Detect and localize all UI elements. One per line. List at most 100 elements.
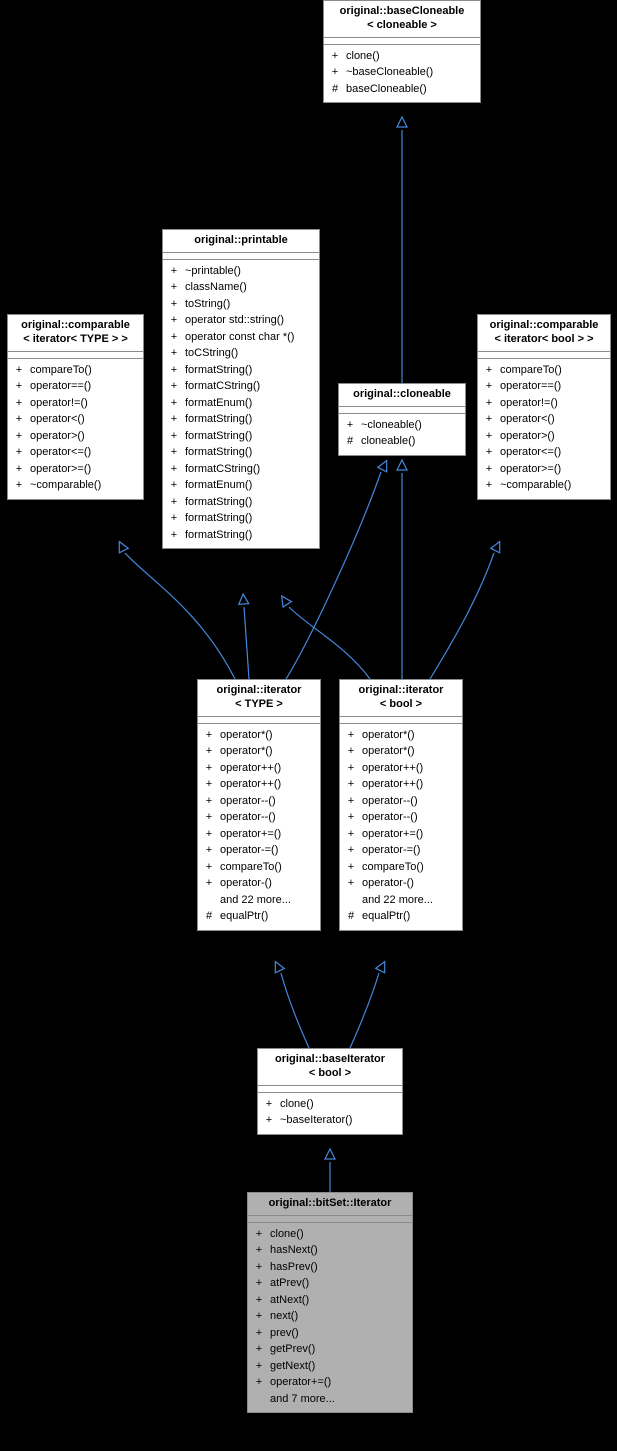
member-row[interactable]: +operator-=()	[202, 842, 316, 859]
member-row[interactable]: +operator+=()	[252, 1374, 408, 1391]
class-node-bitSetIterator[interactable]: original::bitSet::Iterator+clone()+hasNe…	[247, 1192, 413, 1413]
class-node-printable[interactable]: original::printable+~printable()+classNa…	[162, 229, 320, 549]
member-row[interactable]: +operator+=()	[202, 826, 316, 843]
class-title[interactable]: original::iterator< bool >	[340, 680, 462, 717]
member-row[interactable]: +operator-()	[344, 875, 458, 892]
member-row[interactable]: +operator const char *()	[167, 329, 315, 346]
member-row[interactable]: +operator>()	[482, 428, 606, 445]
class-title[interactable]: original::baseIterator< bool >	[258, 1049, 402, 1086]
signature: operator*()	[358, 743, 458, 760]
member-row[interactable]: +formatString()	[167, 494, 315, 511]
member-row[interactable]: +operator+=()	[344, 826, 458, 843]
member-row[interactable]: +operator>()	[12, 428, 139, 445]
class-title[interactable]: original::comparable< iterator< bool > >	[478, 315, 610, 352]
member-row[interactable]: +prev()	[252, 1325, 408, 1342]
signature: ~printable()	[181, 263, 315, 280]
member-row[interactable]: +operator<()	[12, 411, 139, 428]
member-row[interactable]: +formatCString()	[167, 461, 315, 478]
member-row[interactable]: +operator++()	[202, 776, 316, 793]
member-row[interactable]: +operator++()	[344, 776, 458, 793]
member-row[interactable]: +next()	[252, 1308, 408, 1325]
member-row[interactable]: +compareTo()	[12, 362, 139, 379]
member-row[interactable]: +~cloneable()	[343, 417, 461, 434]
class-title[interactable]: original::printable	[163, 230, 319, 253]
member-row[interactable]: +operator<()	[482, 411, 606, 428]
member-row[interactable]: +operator--()	[344, 809, 458, 826]
member-row[interactable]: +~comparable()	[482, 477, 606, 494]
member-row[interactable]: +~baseCloneable()	[328, 64, 476, 81]
member-row[interactable]: +formatString()	[167, 428, 315, 445]
member-row[interactable]: +operator*()	[344, 727, 458, 744]
member-row[interactable]: +operator++()	[202, 760, 316, 777]
node-spacer	[340, 717, 462, 724]
member-row[interactable]: +hasPrev()	[252, 1259, 408, 1276]
member-row[interactable]: +operator++()	[344, 760, 458, 777]
member-row[interactable]: +operator*()	[202, 727, 316, 744]
member-row[interactable]: +atPrev()	[252, 1275, 408, 1292]
member-row[interactable]: +operator<=()	[12, 444, 139, 461]
member-row[interactable]: #equalPtr()	[202, 908, 316, 925]
member-row[interactable]: +operator--()	[202, 809, 316, 826]
class-node-iteratorType[interactable]: original::iterator< TYPE >+operator*()+o…	[197, 679, 321, 931]
member-row[interactable]: +formatString()	[167, 527, 315, 544]
member-row[interactable]: +formatString()	[167, 362, 315, 379]
visibility: +	[167, 329, 181, 346]
member-row[interactable]: +operator>=()	[12, 461, 139, 478]
arrowhead-icon	[325, 1149, 335, 1159]
member-row[interactable]: +formatCString()	[167, 378, 315, 395]
member-row[interactable]: #baseCloneable()	[328, 81, 476, 98]
member-row[interactable]: +operator!=()	[12, 395, 139, 412]
arrowhead-icon	[376, 959, 389, 972]
member-row[interactable]: +operator std::string()	[167, 312, 315, 329]
member-row[interactable]: +operator>=()	[482, 461, 606, 478]
member-row[interactable]: +operator-()	[202, 875, 316, 892]
member-row[interactable]: +~printable()	[167, 263, 315, 280]
member-row[interactable]: and 22 more...	[202, 892, 316, 909]
member-row[interactable]: +~baseIterator()	[262, 1112, 398, 1129]
member-row[interactable]: +formatEnum()	[167, 477, 315, 494]
class-node-cloneable[interactable]: original::cloneable+~cloneable()#cloneab…	[338, 383, 466, 456]
class-title[interactable]: original::cloneable	[339, 384, 465, 407]
member-row[interactable]: +compareTo()	[344, 859, 458, 876]
member-row[interactable]: +formatEnum()	[167, 395, 315, 412]
member-row[interactable]: +hasNext()	[252, 1242, 408, 1259]
class-node-comparableBool[interactable]: original::comparable< iterator< bool > >…	[477, 314, 611, 500]
member-row[interactable]: +operator--()	[202, 793, 316, 810]
member-row[interactable]: and 7 more...	[252, 1391, 408, 1408]
member-row[interactable]: +operator<=()	[482, 444, 606, 461]
member-row[interactable]: +formatString()	[167, 444, 315, 461]
class-node-baseIterator[interactable]: original::baseIterator< bool >+clone()+~…	[257, 1048, 403, 1135]
member-row[interactable]: +clone()	[252, 1226, 408, 1243]
class-title[interactable]: original::comparable< iterator< TYPE > >	[8, 315, 143, 352]
class-title[interactable]: original::iterator< TYPE >	[198, 680, 320, 717]
member-row[interactable]: +clone()	[328, 48, 476, 65]
class-node-comparableType[interactable]: original::comparable< iterator< TYPE > >…	[7, 314, 144, 500]
member-row[interactable]: +operator==()	[12, 378, 139, 395]
member-row[interactable]: +~comparable()	[12, 477, 139, 494]
member-row[interactable]: +getPrev()	[252, 1341, 408, 1358]
member-row[interactable]: #cloneable()	[343, 433, 461, 450]
member-row[interactable]: +toCString()	[167, 345, 315, 362]
member-row[interactable]: +toString()	[167, 296, 315, 313]
class-node-baseCloneable[interactable]: original::baseCloneable< cloneable >+clo…	[323, 0, 481, 103]
class-node-iteratorBool[interactable]: original::iterator< bool >+operator*()+o…	[339, 679, 463, 931]
signature: operator*()	[216, 727, 316, 744]
member-row[interactable]: +formatString()	[167, 411, 315, 428]
member-row[interactable]: +operator--()	[344, 793, 458, 810]
member-row[interactable]: +getNext()	[252, 1358, 408, 1375]
member-row[interactable]: +operator-=()	[344, 842, 458, 859]
member-row[interactable]: +operator!=()	[482, 395, 606, 412]
member-row[interactable]: +formatString()	[167, 510, 315, 527]
member-row[interactable]: +operator*()	[344, 743, 458, 760]
class-title[interactable]: original::baseCloneable< cloneable >	[324, 1, 480, 38]
member-row[interactable]: #equalPtr()	[344, 908, 458, 925]
member-row[interactable]: +operator*()	[202, 743, 316, 760]
member-row[interactable]: +atNext()	[252, 1292, 408, 1309]
member-row[interactable]: +compareTo()	[482, 362, 606, 379]
member-row[interactable]: +className()	[167, 279, 315, 296]
member-row[interactable]: +clone()	[262, 1096, 398, 1113]
member-row[interactable]: +compareTo()	[202, 859, 316, 876]
member-row[interactable]: and 22 more...	[344, 892, 458, 909]
member-row[interactable]: +operator==()	[482, 378, 606, 395]
class-title[interactable]: original::bitSet::Iterator	[248, 1193, 412, 1216]
